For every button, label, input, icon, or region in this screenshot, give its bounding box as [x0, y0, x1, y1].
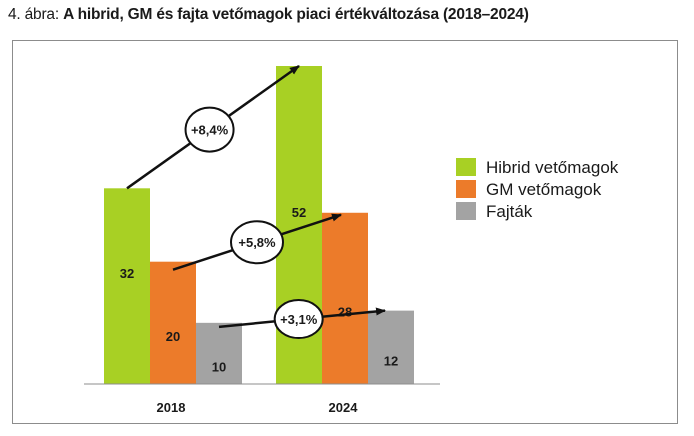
figure-title-text: A hibrid, GM és fajta vetőmagok piaci ér…	[63, 6, 529, 23]
legend-label-fajtak: Fajták	[486, 202, 533, 221]
bar-gm-2024	[322, 212, 368, 384]
bar-fajtak-2018	[196, 322, 242, 384]
figure-title: 4. ábra: A hibrid, GM és fajta vetőmagok…	[8, 6, 529, 24]
legend-swatch-gm	[456, 180, 476, 198]
bar-hibrid-2018	[104, 188, 150, 384]
data-label-hibrid-2018: 32	[120, 266, 134, 281]
data-label-gm-2024: 28	[338, 304, 352, 319]
growth-label-gm: +5,8%	[238, 235, 276, 250]
data-label-gm-2018: 20	[166, 329, 180, 344]
legend-swatch-hibrid	[456, 158, 476, 176]
growth-circle-gm	[230, 220, 284, 265]
legend-swatch-fajtak	[456, 202, 476, 220]
growth-label-fajtak: +3,1%	[280, 312, 318, 327]
bar-gm-2018	[150, 261, 196, 384]
data-label-hibrid-2024: 52	[292, 205, 306, 220]
figure-title-prefix: 4. ábra:	[8, 6, 59, 23]
legend-label-hibrid: Hibrid vetőmagok	[486, 158, 619, 177]
legend-label-gm: GM vetőmagok	[486, 180, 602, 199]
bar-fajtak-2024	[368, 310, 414, 384]
data-label-fajtak-2018: 10	[212, 359, 226, 374]
x-tick-label-2018: 2018	[157, 400, 186, 415]
growth-circle-fajtak	[273, 299, 324, 340]
x-tick-label-2024: 2024	[329, 400, 359, 415]
chart-frame	[12, 40, 678, 424]
growth-label-hibrid: +8,4%	[191, 123, 229, 138]
growth-circle-hibrid	[184, 106, 235, 153]
data-label-fajtak-2024: 12	[384, 353, 398, 368]
